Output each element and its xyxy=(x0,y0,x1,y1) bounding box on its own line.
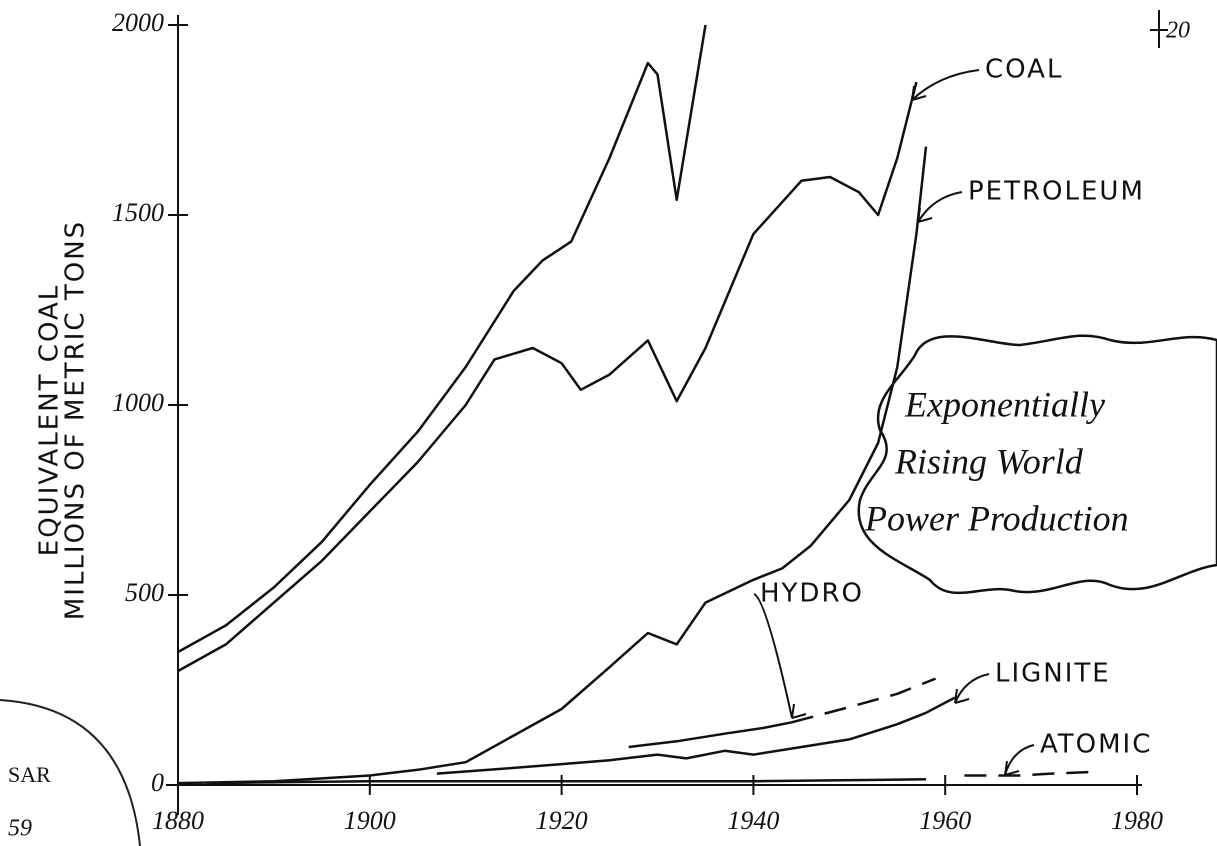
y-tick-label: 1000 xyxy=(112,388,164,417)
data-line xyxy=(629,722,792,747)
x-tick-label: 1900 xyxy=(344,806,396,835)
y-tick-label: 500 xyxy=(125,578,164,607)
y-tick-label: 1500 xyxy=(112,198,164,227)
series-label: LIGNITE xyxy=(995,659,1111,689)
x-tick-label: 1880 xyxy=(152,806,204,835)
label-arrow xyxy=(918,192,962,222)
fragment: 20 xyxy=(1166,18,1190,44)
x-tick-label: 1940 xyxy=(727,806,779,835)
series-label: HYDRO xyxy=(760,579,864,609)
data-line xyxy=(178,147,926,784)
x-tick-label: 1980 xyxy=(1111,806,1163,835)
y-tick-label: 2000 xyxy=(112,8,164,37)
data-line xyxy=(792,679,936,723)
series-label: PETROLEUM xyxy=(968,177,1145,207)
callout-text: Rising World xyxy=(894,441,1084,481)
callout-text: Power Production xyxy=(864,498,1129,538)
fragment: SAR xyxy=(8,762,51,787)
label-arrow xyxy=(754,594,806,718)
data-line xyxy=(964,772,1098,776)
x-tick-label: 1960 xyxy=(919,806,971,835)
label-arrow xyxy=(1005,745,1034,775)
page: SAR 59 20 EQUIVALENT COAL MILLIONS OF ME… xyxy=(0,0,1217,846)
x-tick-label: 1920 xyxy=(536,806,588,835)
callout-text: Exponentially xyxy=(904,384,1105,424)
y-tick-label: 0 xyxy=(151,768,164,797)
label-arrow xyxy=(912,70,979,100)
data-line xyxy=(178,25,706,652)
y-axis-label: MILLIONS OF METRIC TONS xyxy=(61,220,91,620)
series-label: ATOMIC xyxy=(1040,730,1152,760)
series-label: COAL xyxy=(985,55,1063,85)
chart: SAR 59 20 EQUIVALENT COAL MILLIONS OF ME… xyxy=(0,0,1217,846)
label-arrow xyxy=(955,674,989,703)
fragment: 59 xyxy=(8,816,32,842)
